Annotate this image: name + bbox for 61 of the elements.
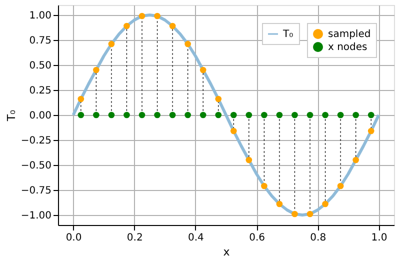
- y-tick-label: −0.75: [20, 186, 52, 196]
- point: [78, 112, 84, 118]
- point: [138, 12, 146, 20]
- point: [261, 182, 268, 190]
- y-tick-label: 0.25: [29, 86, 52, 96]
- y-tick-label: −0.25: [20, 136, 52, 146]
- x-tick-label: 0.6: [249, 232, 265, 244]
- point: [352, 112, 359, 118]
- point: [246, 112, 252, 118]
- y-tick-label: 0.50: [29, 60, 52, 72]
- point: [306, 210, 314, 218]
- point: [78, 96, 84, 102]
- x-tick-label: 0.2: [126, 232, 143, 244]
- y-tick-label: −0.50: [20, 160, 52, 172]
- legend-label: sampled: [328, 29, 371, 40]
- point: [154, 12, 160, 20]
- x-tick-label: 0.4: [188, 232, 204, 244]
- point: [261, 112, 268, 118]
- point: [184, 40, 191, 48]
- point: [93, 66, 100, 74]
- x-axis-title: x: [223, 246, 230, 258]
- y-axis-title: T₀: [4, 109, 18, 122]
- point: [154, 112, 160, 118]
- point: [108, 112, 115, 118]
- point: [337, 182, 344, 190]
- point: [292, 210, 298, 218]
- point: [322, 112, 328, 118]
- y-tick-label: 0.75: [29, 36, 52, 46]
- point: [368, 128, 374, 134]
- point: [352, 156, 359, 164]
- point: [276, 112, 283, 118]
- x-tick-label: 0.8: [310, 232, 326, 244]
- point: [215, 112, 222, 118]
- point: [368, 112, 374, 118]
- line-series: [72, 14, 380, 216]
- point: [215, 96, 222, 102]
- point: [230, 128, 237, 134]
- point: [322, 200, 328, 208]
- point: [306, 112, 314, 118]
- point: [184, 112, 191, 118]
- point: [292, 112, 298, 118]
- x-tick-label: 0.0: [66, 232, 82, 244]
- y-tick-label: 1.00: [29, 10, 52, 22]
- point: [200, 112, 206, 118]
- y-tick-label: 0.00: [29, 110, 52, 122]
- point: [93, 112, 100, 118]
- point: [108, 40, 115, 48]
- y-tick-label: −1.00: [20, 210, 52, 222]
- x-tick-label: 1.0: [371, 232, 388, 244]
- point: [124, 22, 130, 30]
- point: [169, 22, 176, 30]
- point: [124, 112, 130, 118]
- point: [337, 112, 344, 118]
- point: [200, 66, 206, 74]
- point: [138, 112, 146, 118]
- point: [230, 112, 237, 118]
- point: [169, 112, 176, 118]
- point: [246, 156, 252, 164]
- legend-label: x nodes: [328, 42, 368, 53]
- point: [276, 200, 283, 208]
- legend-label: T₀: [282, 29, 294, 40]
